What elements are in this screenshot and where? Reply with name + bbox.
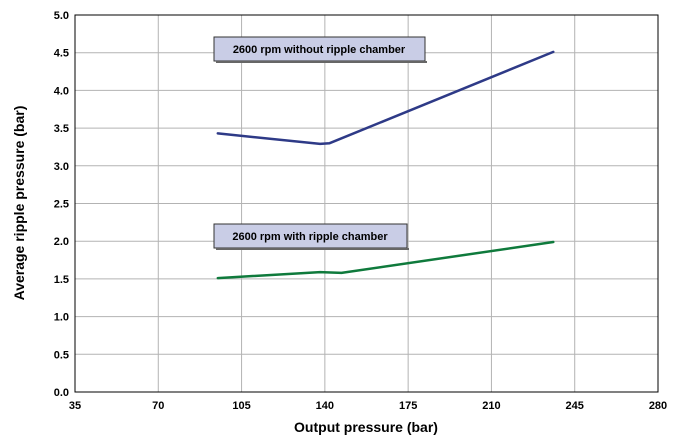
annotation-box-shadow	[216, 248, 409, 250]
y-tick-label: 4.5	[54, 48, 69, 60]
y-tick-label: 2.0	[54, 236, 69, 248]
x-tick-label: 140	[316, 400, 334, 412]
y-tick-label: 3.5	[54, 123, 69, 135]
series-line-0	[216, 50, 555, 146]
series-line-1	[216, 240, 555, 280]
x-tick-label: 245	[566, 400, 584, 412]
y-tick-label: 2.5	[54, 199, 69, 211]
y-tick-label: 5.0	[54, 10, 69, 22]
annotation-box	[213, 36, 426, 62]
annotation-with-chamber: 2600 rpm with ripple chamber	[213, 223, 409, 250]
plot-frame	[74, 14, 659, 393]
y-tick-label: 3.0	[54, 161, 69, 173]
y-axis-title: Average ripple pressure (bar)	[11, 106, 27, 301]
gridlines	[74, 14, 659, 393]
x-tick-label: 70	[152, 400, 164, 412]
y-tick-labels: 0.0 0.5 1.0 1.5 2.0 2.5 3.0 3.5 4.0 4.5 5.0	[54, 10, 69, 399]
x-axis-title: Output pressure (bar)	[294, 419, 438, 435]
x-tick-label: 35	[69, 400, 81, 412]
annotation-box	[213, 223, 408, 249]
annotation-without-chamber: 2600 rpm without ripple chamber	[213, 36, 427, 63]
x-tick-label: 210	[482, 400, 500, 412]
annotation-box-shadow	[216, 61, 427, 63]
x-tick-label: 175	[399, 400, 417, 412]
x-tick-labels: 35 70 105 140 175 210 245 280	[69, 400, 667, 412]
x-tick-label: 105	[232, 400, 250, 412]
y-tick-label: 1.0	[54, 312, 69, 324]
y-tick-label: 0.5	[54, 349, 69, 361]
y-tick-label: 0.0	[54, 387, 69, 399]
x-tick-label: 280	[649, 400, 667, 412]
y-tick-label: 1.5	[54, 274, 69, 286]
annotation-label: 2600 rpm with ripple chamber	[232, 231, 388, 243]
series-lines	[216, 50, 555, 280]
y-tick-label: 4.0	[54, 85, 69, 97]
annotation-label: 2600 rpm without ripple chamber	[233, 44, 406, 56]
